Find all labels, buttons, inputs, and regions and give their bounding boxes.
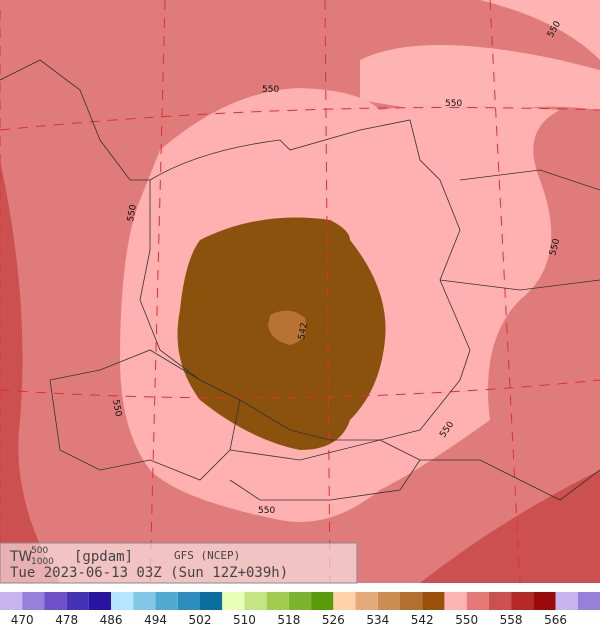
level-label: 526: [322, 613, 345, 627]
unit: [gpdam]: [74, 549, 133, 565]
contour-label: 550: [258, 506, 275, 516]
swatch: [244, 592, 267, 610]
level-label: 470: [11, 613, 34, 627]
level-label: 550: [455, 613, 478, 627]
swatch: [577, 592, 600, 610]
level-label: 534: [366, 613, 389, 627]
swatch: [400, 592, 423, 610]
level-label: 566: [544, 613, 567, 627]
contour-label: 550: [126, 204, 139, 223]
swatch: [200, 592, 223, 610]
swatch: [511, 592, 534, 610]
swatch: [333, 592, 356, 610]
contour-label: 550: [445, 99, 462, 109]
field-558-566: [420, 470, 600, 583]
swatch: [422, 592, 445, 610]
swatch: [88, 592, 112, 610]
time: Tue 2023-06-13 03Z (Sun 12Z+039h): [10, 565, 288, 581]
contour-label: 550: [548, 237, 562, 256]
swatch: [222, 592, 245, 610]
level-label: 558: [500, 613, 523, 627]
model: GFS (NCEP): [174, 549, 240, 562]
swatch: [377, 592, 400, 610]
title-box: TW 500 1000 [gpdam] GFS (NCEP) Tue 2023-…: [0, 542, 358, 584]
swatch: [533, 592, 556, 610]
field-558-566: [0, 160, 60, 583]
swatch: [0, 592, 23, 610]
contour-label: 550: [110, 399, 123, 418]
map: [0, 0, 600, 584]
swatch: [555, 592, 578, 610]
level-label: 478: [55, 613, 78, 627]
borders: [0, 59, 600, 501]
level-label: 486: [100, 613, 123, 627]
swatch: [22, 592, 45, 610]
level-label: 510: [233, 613, 256, 627]
contour-label: 542: [297, 322, 310, 341]
level-label: 542: [411, 613, 434, 627]
graticule: [0, 0, 600, 584]
swatch: [66, 592, 89, 610]
swatch: [133, 592, 156, 610]
colorbar: 470 478 486 494 502 510 518 526 534 542 550 558 566: [0, 592, 600, 627]
field-526-534: [268, 310, 306, 345]
swatch: [44, 592, 67, 610]
field-542-550: [480, 0, 600, 60]
swatch: [355, 592, 378, 610]
swatch: [266, 592, 289, 610]
level-label: 494: [144, 613, 167, 627]
swatch: [155, 592, 178, 610]
level-bottom: 1000: [31, 557, 54, 567]
swatch: [488, 592, 512, 610]
level-top: 500: [31, 546, 48, 556]
title-background: [0, 542, 358, 584]
level-label: 502: [189, 613, 212, 627]
swatch: [444, 592, 467, 610]
swatch: [288, 592, 312, 610]
field-542-550: [360, 45, 600, 120]
swatch: [466, 592, 489, 610]
variable: TW: [9, 549, 33, 565]
swatch: [111, 592, 134, 610]
level-label: 518: [277, 613, 300, 627]
swatch: [311, 592, 334, 610]
swatch: [177, 592, 200, 610]
contour-label: 550: [262, 85, 279, 95]
